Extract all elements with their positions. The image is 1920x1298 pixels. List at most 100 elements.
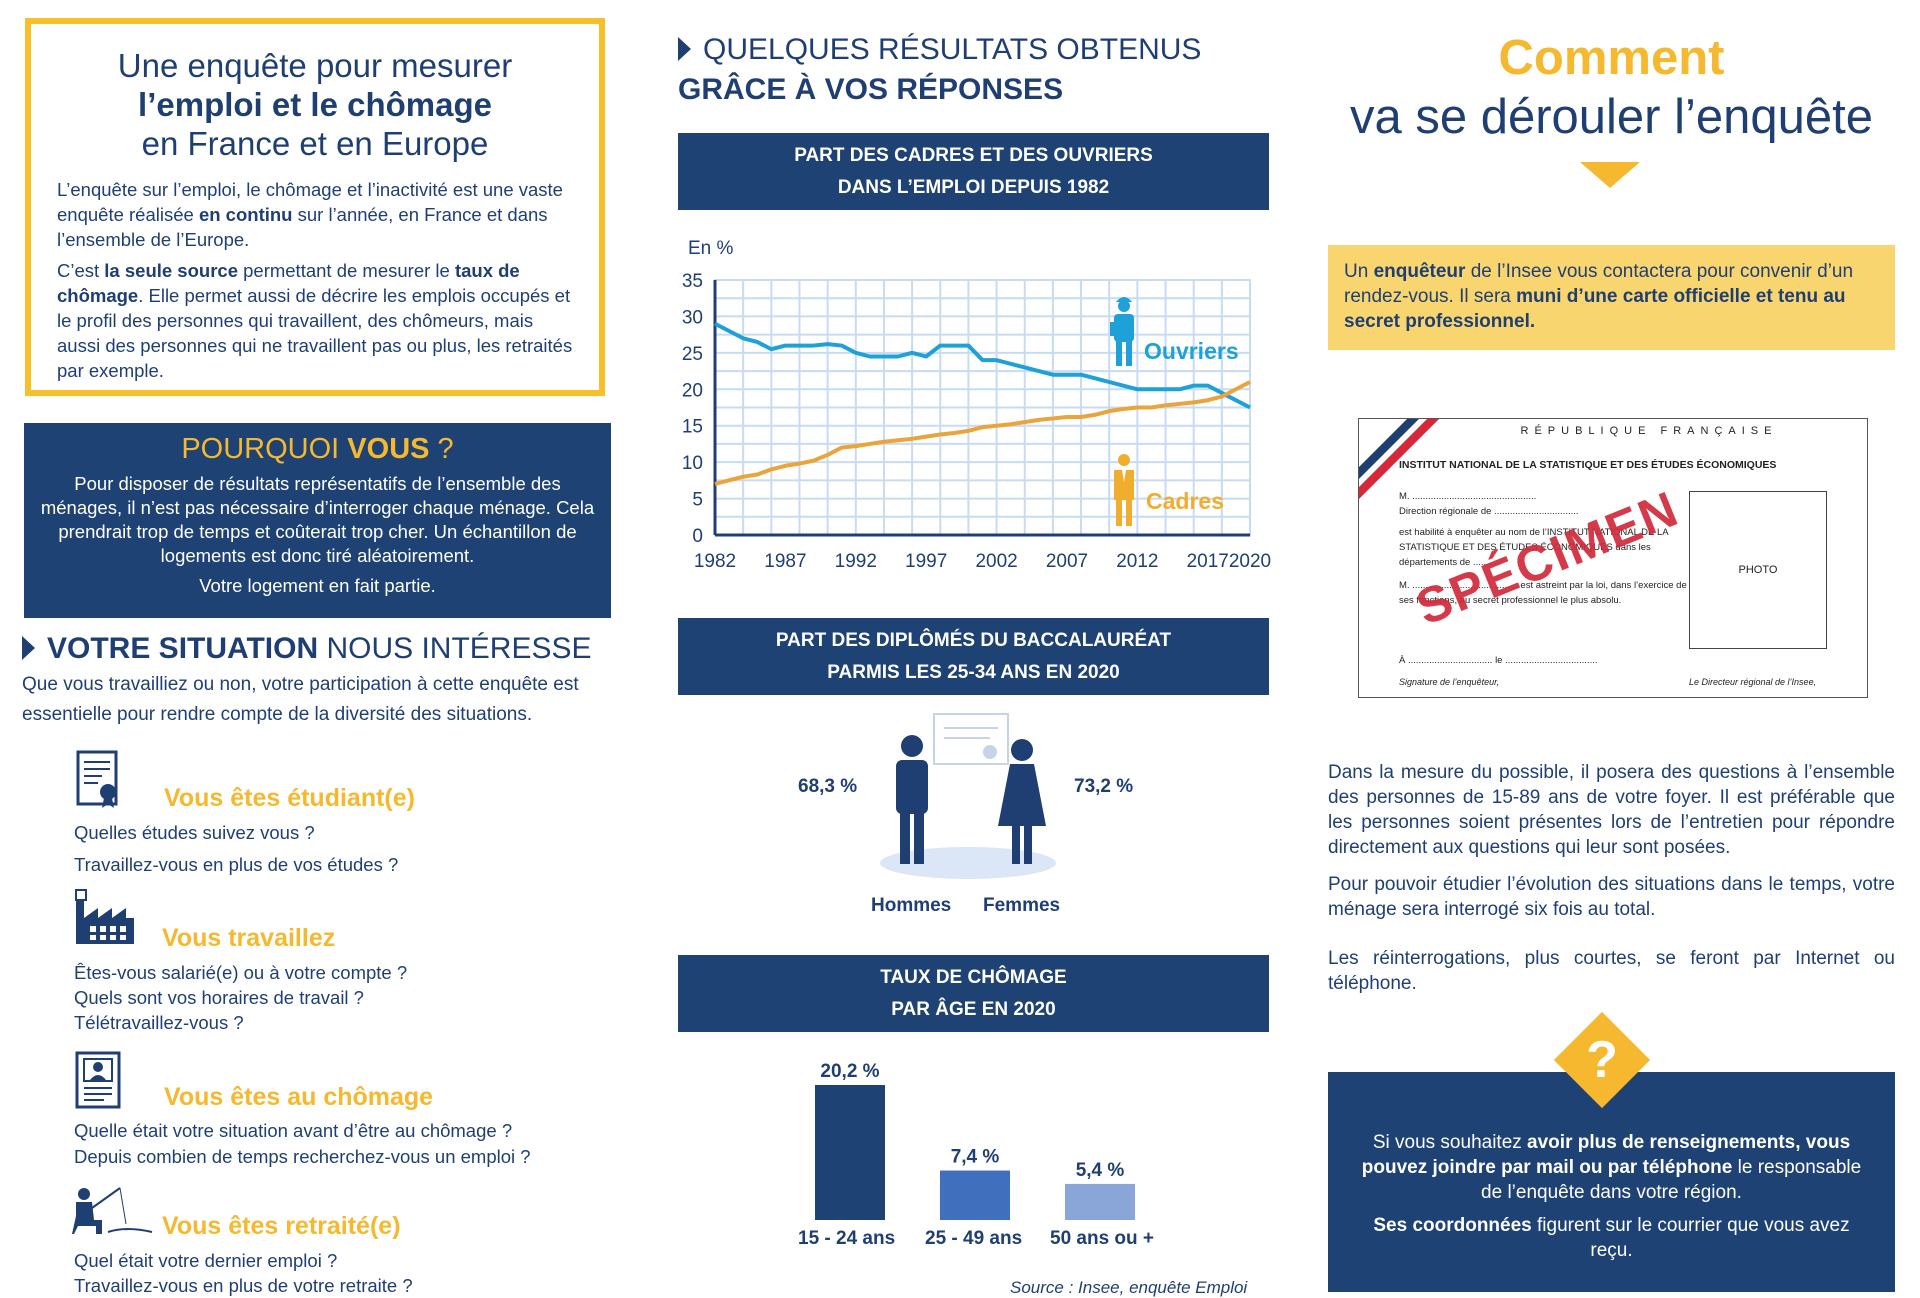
pourquoi-text: Pour disposer de résultats représentatif… xyxy=(40,473,595,566)
student-title: Vous êtes étudiant(e) xyxy=(164,784,415,812)
unemployment-bar-chart: 20,2 % 7,4 % 5,4 % xyxy=(815,1061,1135,1220)
source-note: Source : Insee, enquête Emploi xyxy=(1010,1278,1248,1297)
intro-box: Une enquête pour mesurer l’emploi et le … xyxy=(25,18,605,396)
resume-icon xyxy=(74,1050,122,1115)
card-body: M. .....................................… xyxy=(1399,491,1687,606)
banner3-line2: PAR ÂGE EN 2020 xyxy=(891,998,1056,1020)
man-figure xyxy=(896,735,928,864)
x-tick-label: 2012 xyxy=(1116,551,1158,572)
comment-title-line1: Comment xyxy=(1498,31,1725,85)
y-tick-label: 35 xyxy=(682,271,703,292)
student-icon xyxy=(74,748,124,815)
work-question-3: Télétravaillez-vous ? xyxy=(74,1012,244,1033)
question-mark-icon: ? xyxy=(1586,1031,1618,1089)
bar-0 xyxy=(815,1085,885,1220)
intro-paragraph-2: C’est la seule source permettant de mesu… xyxy=(57,260,573,381)
x-axis-ticks: 1982 1987 1992 1997 2002 2007 2012 2017 2020 xyxy=(694,551,1271,572)
pourquoi-title: POURQUOI VOUS ? xyxy=(181,433,454,465)
hommes-value: 68,3 % xyxy=(798,776,858,797)
work-title: Vous travaillez xyxy=(162,924,336,952)
unemployed-title: Vous êtes au chômage xyxy=(164,1083,434,1111)
contact-box: Si vous souhaitez avoir plus de renseign… xyxy=(1328,1072,1895,1292)
y-tick-label: 5 xyxy=(692,490,703,511)
card-sig-left: Signature de l’enquêteur, xyxy=(1399,677,1500,687)
y-axis-ticks: 0 5 10 15 20 25 30 35 xyxy=(682,271,703,547)
banner1-line1: PART DES CADRES ET DES OUVRIERS xyxy=(794,144,1153,166)
student-question-1: Quelles études suivez vous ? xyxy=(74,822,315,843)
card-institut: INSTITUT NATIONAL DE LA STATISTIQUE ET D… xyxy=(1399,459,1777,471)
legend-ouvriers: Ouvriers xyxy=(1144,338,1239,364)
student-question-2: Travaillez-vous en plus de vos études ? xyxy=(74,854,399,875)
comment-title-line2: va se dérouler l’enquête xyxy=(1349,90,1874,144)
retired-title: Vous êtes retraité(e) xyxy=(162,1212,401,1240)
retired-question-2: Travaillez-vous en plus de votre retrait… xyxy=(74,1275,413,1296)
legend-cadres: Cadres xyxy=(1146,488,1224,514)
tricolor-flag-icon xyxy=(1359,419,1439,499)
y-tick-label: 30 xyxy=(682,307,703,328)
bar-value-label: 5,4 % xyxy=(1076,1160,1125,1181)
banner-chomage: TAUX DE CHÔMAGE PAR ÂGE EN 2020 xyxy=(678,955,1269,1032)
diploma-illustration xyxy=(880,713,1056,879)
y-axis-label: En % xyxy=(688,238,734,259)
intro-title-line2: l’emploi et le chômage xyxy=(138,86,492,123)
down-arrow-icon xyxy=(1580,162,1640,188)
bar-1 xyxy=(940,1170,1010,1220)
factory-icon xyxy=(72,888,136,951)
age-label-3: 50 ans ou + xyxy=(1050,1228,1155,1249)
bar-value-label: 7,4 % xyxy=(951,1147,1000,1168)
enqueteur-info-box: Un enquêteur de l’Insee vous contactera … xyxy=(1328,245,1895,350)
intro-title-line3: en France et en Europe xyxy=(141,125,489,162)
triangle-icon xyxy=(678,37,691,61)
bar-2 xyxy=(1065,1183,1135,1220)
banner3-line1: TAUX DE CHÔMAGE xyxy=(880,966,1067,988)
card-place-date: À ................................ le ..… xyxy=(1399,655,1598,666)
woman-figure xyxy=(998,739,1046,864)
results-heading-2: GRÂCE À VOS RÉPONSES xyxy=(678,73,1064,106)
card-photo-box: PHOTO xyxy=(1689,491,1827,649)
paragraph-2: Pour pouvoir étudier l’évolution des sit… xyxy=(1328,874,1895,920)
contact-text-2: Ses coordonnées figurent sur le courrier… xyxy=(1373,1215,1850,1261)
situation-text: Que vous travailliez ou non, votre parti… xyxy=(22,674,579,725)
intro-title-line1: Une enquête pour mesurer xyxy=(117,47,513,84)
x-tick-label: 2002 xyxy=(975,551,1017,572)
x-tick-label: 1992 xyxy=(835,551,877,572)
femmes-value: 73,2 % xyxy=(1074,776,1134,797)
enqueteur-info-text: Un enquêteur de l’Insee vous contactera … xyxy=(1344,261,1854,332)
y-tick-label: 15 xyxy=(682,417,703,438)
line-chart: 0 5 10 15 20 25 30 35 1982 1987 1992 1997 2002 2007 2… xyxy=(682,271,1271,572)
banner-cadres-ouvriers: PART DES CADRES ET DES OUVRIERS DANS L’E… xyxy=(678,133,1269,210)
series-line-1 xyxy=(714,380,1251,486)
bar-group: 20,2 % 7,4 % 5,4 % xyxy=(815,1061,1135,1220)
y-tick-label: 0 xyxy=(692,526,703,547)
banner2-line2: PARMIS LES 25-34 ANS EN 2020 xyxy=(827,661,1120,683)
intro-title: Une enquête pour mesurer l’emploi et le … xyxy=(31,46,599,163)
situation-heading: VOTRE SITUATION NOUS INTÉRESSE xyxy=(22,632,592,666)
card-sig-right: Le Directeur régional de l’Insee, xyxy=(1689,677,1817,687)
paragraph-1: Dans la mesure du possible, il posera de… xyxy=(1328,762,1895,858)
series-line-0 xyxy=(714,321,1251,410)
unemployed-question-1: Quelle était votre situation avant d’êtr… xyxy=(74,1120,513,1141)
x-tick-label: 2007 xyxy=(1046,551,1088,572)
results-heading-1: QUELQUES RÉSULTATS OBTENUS xyxy=(678,33,1201,67)
retired-question-1: Quel était votre dernier emploi ? xyxy=(74,1250,338,1271)
banner1-line2: DANS L’EMPLOI DEPUIS 1982 xyxy=(837,176,1110,198)
y-tick-label: 25 xyxy=(682,344,703,365)
y-tick-label: 20 xyxy=(682,380,703,401)
work-question-2: Quels sont vos horaires de travail ? xyxy=(74,987,364,1008)
pourquoi-box: POURQUOI VOUS ? Pour disposer de résulta… xyxy=(24,423,611,618)
fishing-icon xyxy=(70,1186,154,1243)
x-tick-label: 1982 xyxy=(694,551,736,572)
card-republique: RÉPUBLIQUE FRANÇAISE xyxy=(1520,425,1778,437)
hommes-label: Hommes xyxy=(871,895,952,916)
triangle-icon xyxy=(22,636,35,660)
x-tick-label: 2020 xyxy=(1229,551,1271,572)
x-tick-label: 1987 xyxy=(764,551,806,572)
banner2-line1: PART DES DIPLÔMÉS DU BACCALAURÉAT xyxy=(775,629,1172,651)
age-label-1: 15 - 24 ans xyxy=(798,1228,896,1249)
paragraph-3: Les réinterrogations, plus courtes, se f… xyxy=(1328,948,1895,994)
bar-value-label: 20,2 % xyxy=(820,1061,879,1082)
x-tick-label: 1997 xyxy=(905,551,947,572)
comment-title: Comment va se dérouler l’enquête xyxy=(1328,30,1895,148)
contact-text-1: Si vous souhaitez avoir plus de renseign… xyxy=(1361,1132,1862,1203)
specimen-card: RÉPUBLIQUE FRANÇAISE INSTITUT NATIONAL D… xyxy=(1358,418,1868,698)
